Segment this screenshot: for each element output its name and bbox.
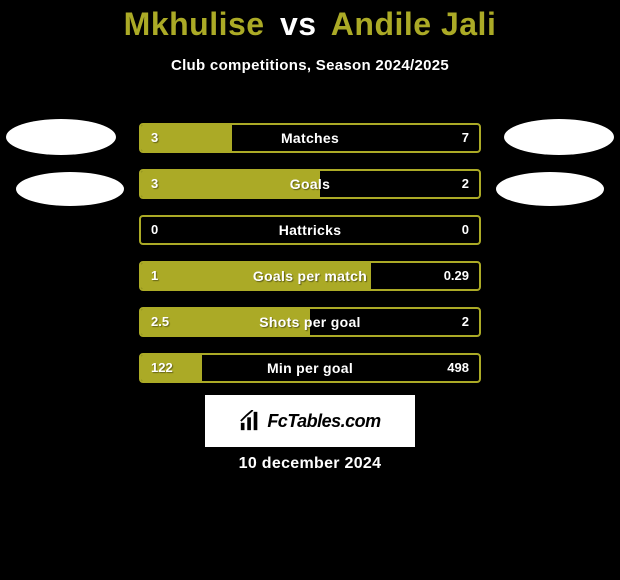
stat-label: Goals bbox=[141, 171, 479, 197]
stat-label: Hattricks bbox=[141, 217, 479, 243]
subtitle: Club competitions, Season 2024/2025 bbox=[0, 57, 620, 74]
stat-label: Min per goal bbox=[141, 355, 479, 381]
player2-avatar-placeholder bbox=[504, 119, 614, 155]
stat-value-right: 7 bbox=[462, 125, 469, 151]
stat-row: 122 Min per goal 498 bbox=[139, 353, 481, 383]
stat-row: 0 Hattricks 0 bbox=[139, 215, 481, 245]
vs-text: vs bbox=[274, 6, 323, 42]
logo-text: FcTables.com bbox=[267, 411, 380, 432]
stat-label: Shots per goal bbox=[141, 309, 479, 335]
stat-row: 2.5 Shots per goal 2 bbox=[139, 307, 481, 337]
player2-name: Andile Jali bbox=[331, 6, 497, 42]
player2-club-placeholder bbox=[496, 172, 604, 206]
stat-value-right: 2 bbox=[462, 171, 469, 197]
stat-value-right: 0 bbox=[462, 217, 469, 243]
stat-value-right: 0.29 bbox=[444, 263, 469, 289]
chart-icon bbox=[239, 410, 261, 432]
stat-value-right: 2 bbox=[462, 309, 469, 335]
stat-row: 3 Goals 2 bbox=[139, 169, 481, 199]
comparison-title: Mkhulise vs Andile Jali bbox=[0, 0, 620, 43]
player1-club-placeholder bbox=[16, 172, 124, 206]
date-text: 10 december 2024 bbox=[0, 455, 620, 473]
stat-row: 3 Matches 7 bbox=[139, 123, 481, 153]
stat-row: 1 Goals per match 0.29 bbox=[139, 261, 481, 291]
player1-avatar-placeholder bbox=[6, 119, 116, 155]
stat-label: Goals per match bbox=[141, 263, 479, 289]
stat-bars: 3 Matches 7 3 Goals 2 0 Hattricks 0 1 Go… bbox=[139, 123, 481, 383]
player1-name: Mkhulise bbox=[124, 6, 265, 42]
stat-label: Matches bbox=[141, 125, 479, 151]
stat-value-right: 498 bbox=[447, 355, 469, 381]
fctables-logo: FcTables.com bbox=[205, 395, 415, 447]
